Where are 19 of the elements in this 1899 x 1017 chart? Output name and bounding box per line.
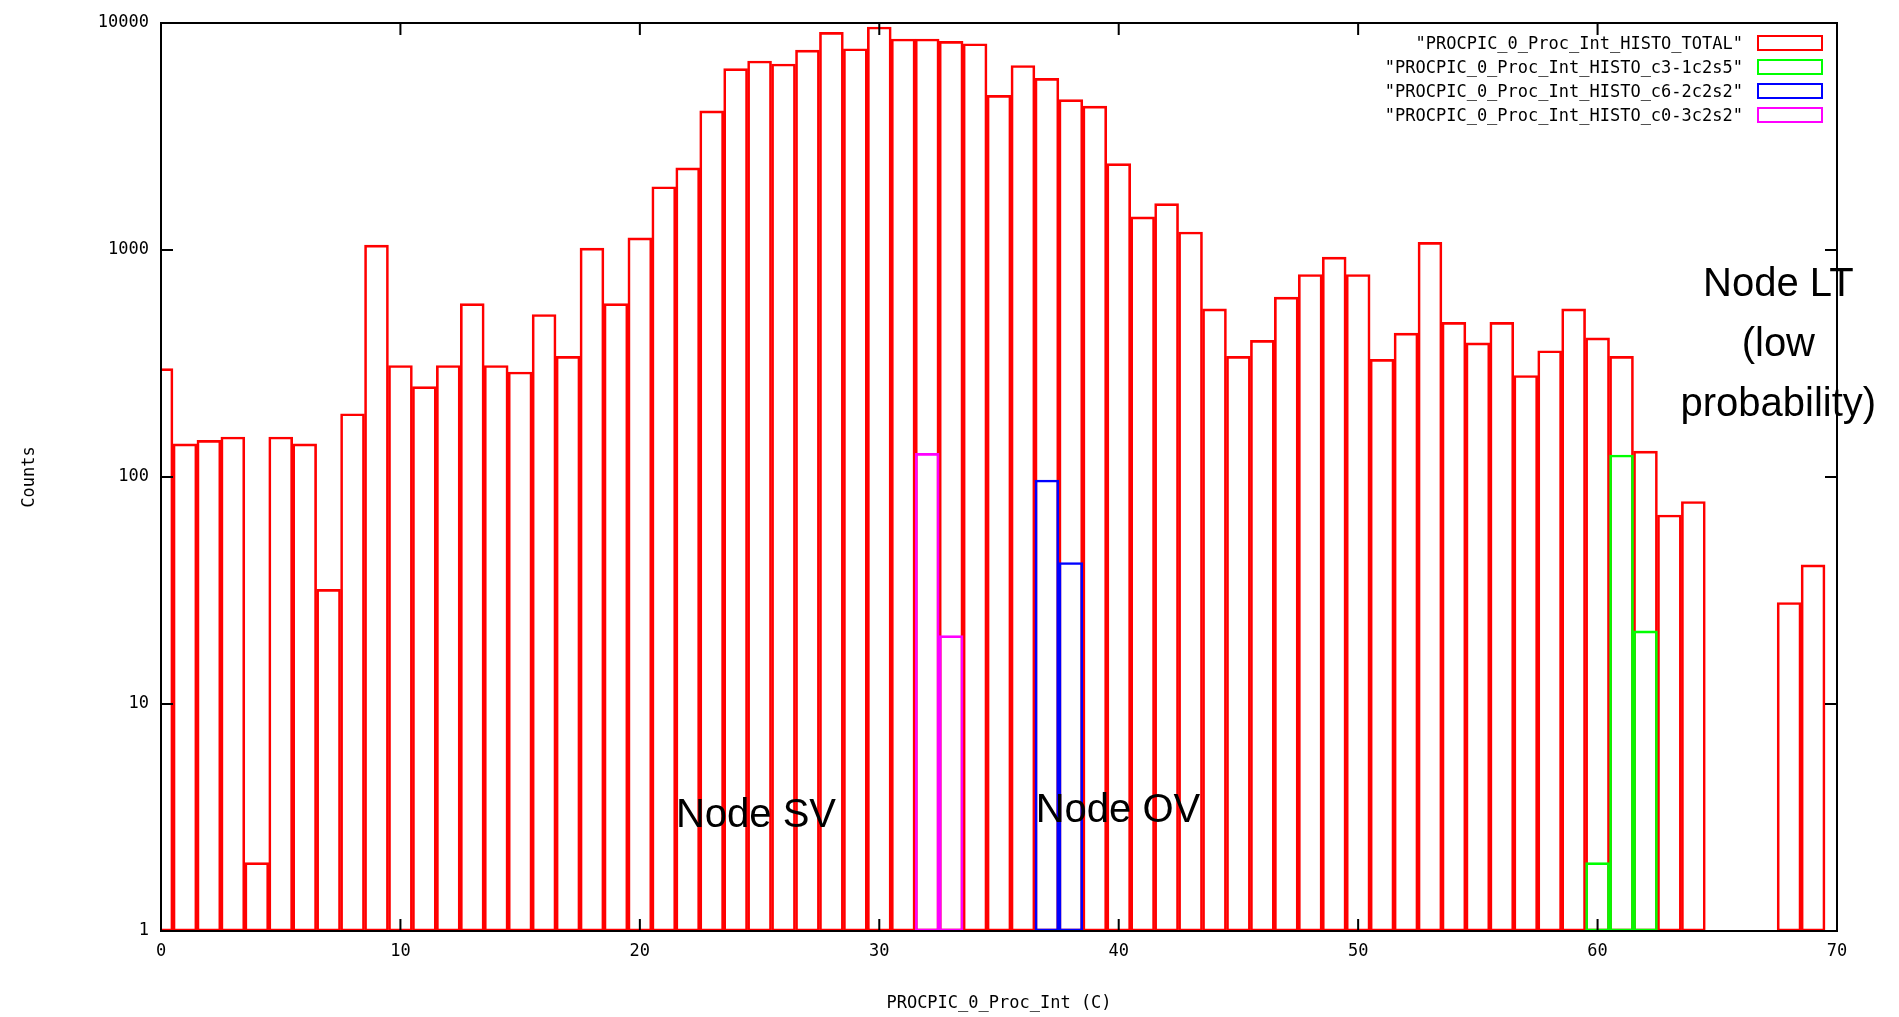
x-axis-title: PROCPIC_0_Proc_Int (C) (886, 992, 1112, 1013)
x-tick-label: 40 (1108, 939, 1129, 960)
x-tick-label: 30 (869, 939, 890, 960)
x-tick-label: 20 (629, 939, 651, 960)
legend-label: "PROCPIC_0_Proc_Int_HISTO_c6-2c2s2" (1384, 81, 1743, 101)
y-tick-label: 10000 (97, 11, 149, 32)
y-tick-label: 1 (138, 919, 149, 940)
legend-label: "PROCPIC_0_Proc_Int_HISTO_c0-3c2s2" (1384, 105, 1743, 125)
legend-label: "PROCPIC_0_Proc_Int_HISTO_c3-1c2s5" (1384, 57, 1743, 77)
y-axis-title: Counts (18, 446, 39, 508)
legend-label: "PROCPIC_0_Proc_Int_HISTO_TOTAL" (1415, 33, 1743, 53)
x-tick-label: 50 (1347, 939, 1369, 960)
x-tick-label: 60 (1587, 939, 1608, 960)
x-tick-label: 0 (155, 939, 167, 960)
y-tick-label: 100 (118, 465, 149, 486)
y-tick-label: 1000 (108, 238, 149, 259)
y-tick-label: 10 (128, 692, 149, 713)
x-tick-label: 10 (390, 939, 411, 960)
x-tick-label: 70 (1826, 939, 1848, 960)
